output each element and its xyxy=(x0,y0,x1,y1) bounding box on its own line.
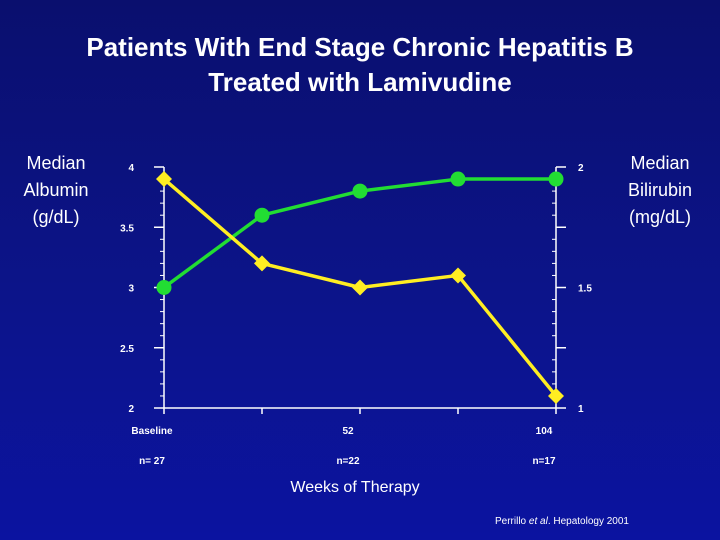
left-axis-title-line-1: Median xyxy=(26,153,86,173)
citation: Perrillo et al. Hepatology 2001 xyxy=(495,516,629,527)
left-axis-tick-label: 4 xyxy=(128,163,134,174)
bilirubin-data-point xyxy=(352,279,368,296)
right-axis-tick-label: 1.5 xyxy=(578,284,592,295)
x-axis-tick-label: 52 xyxy=(342,426,354,437)
albumin-data-point xyxy=(254,207,270,223)
left-axis-tick-label: 3 xyxy=(128,284,134,295)
x-axis-tick-label: Baseline xyxy=(131,426,173,437)
x-axis-sample-size-label: n= 27 xyxy=(139,456,165,467)
albumin-data-point xyxy=(548,171,564,187)
albumin-data-point xyxy=(156,280,172,295)
right-axis-title-line-1: Median xyxy=(630,153,690,173)
bilirubin-data-point xyxy=(450,267,466,284)
x-axis-title: Weeks of Therapy xyxy=(290,479,420,496)
citation-authors: Perrillo xyxy=(495,516,529,527)
bilirubin-data-point xyxy=(156,171,172,188)
chart-title-line-1: Patients With End Stage Chronic Hepatiti… xyxy=(86,32,634,62)
citation-etal: et al xyxy=(528,516,548,527)
right-axis-title-line-3: (mg/dL) xyxy=(628,207,691,227)
right-axis-title: Median Bilirubin (mg/dL) xyxy=(608,150,712,231)
right-axis-title-line-2: Bilirubin xyxy=(627,180,693,200)
x-axis-sample-size-label: n=17 xyxy=(532,456,556,467)
left-axis-tick-label: 3.5 xyxy=(120,223,134,234)
citation-rest: . Hepatology 2001 xyxy=(547,516,629,527)
x-axis-tick-label: 104 xyxy=(536,426,553,437)
chart-title-line-2: Treated with Lamivudine xyxy=(208,67,512,97)
left-axis-title-line-3: (g/dL) xyxy=(32,207,80,227)
bilirubin-data-point xyxy=(548,387,564,404)
albumin-data-point xyxy=(352,183,368,199)
x-axis-sample-size-label: n=22 xyxy=(336,456,360,467)
albumin-data-point xyxy=(450,171,466,187)
left-axis-tick-label: 2 xyxy=(128,404,134,415)
left-axis-title-line-2: Albumin xyxy=(23,180,89,200)
right-axis-tick-label: 2 xyxy=(578,163,584,174)
bilirubin-data-point xyxy=(254,255,270,272)
left-axis-tick-label: 2.5 xyxy=(120,344,134,355)
chart-title: Patients With End Stage Chronic Hepatiti… xyxy=(0,30,720,100)
left-axis-title: Median Albumin (g/dL) xyxy=(6,150,106,231)
right-axis-tick-label: 1 xyxy=(578,404,584,415)
